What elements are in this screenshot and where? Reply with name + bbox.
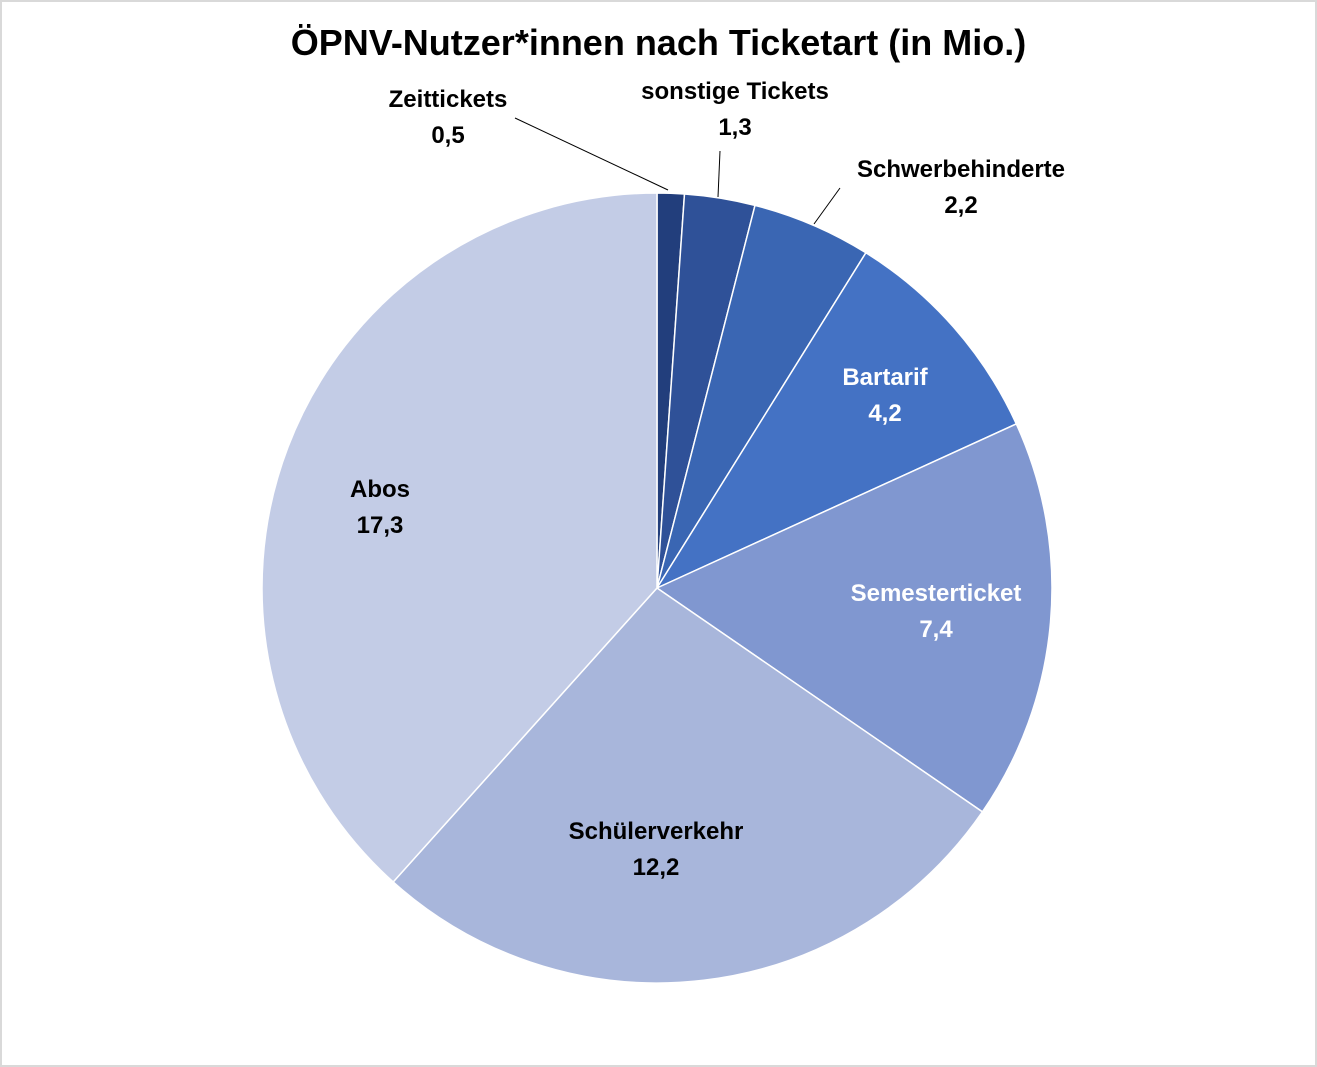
leader-line-zeittickets xyxy=(514,117,669,191)
leader-line-sonstige-tickets xyxy=(717,150,721,198)
pie-slice-bartarif xyxy=(655,251,1018,590)
pie-slice-abos xyxy=(261,192,658,884)
slice-value-sch-lerverkehr: 12,2 xyxy=(633,854,680,881)
pie-slice-semesterticket xyxy=(655,422,1053,813)
leader-line-schwerbehinderte xyxy=(813,187,841,225)
slice-value-zeittickets: 0,5 xyxy=(431,122,464,149)
slice-label-semesterticket: Semesterticket xyxy=(851,580,1022,607)
chart-title: ÖPNV-Nutzer*innen nach Ticketart (in Mio… xyxy=(290,22,1027,63)
slice-value-abos: 17,3 xyxy=(357,512,404,539)
pie-slice-sch-lerverkehr xyxy=(392,587,984,984)
slice-label-abos: Abos xyxy=(350,476,410,503)
slice-label-sonstige-tickets: sonstige Tickets xyxy=(641,78,829,105)
slice-label-zeittickets: Zeittickets xyxy=(389,86,508,113)
slice-label-sch-lerverkehr: Schülerverkehr xyxy=(569,818,744,845)
slice-label-schwerbehinderte: Schwerbehinderte xyxy=(857,156,1065,183)
slice-value-semesterticket: 7,4 xyxy=(919,616,953,643)
slice-value-bartarif: 4,2 xyxy=(868,400,901,427)
slice-label-bartarif: Bartarif xyxy=(842,364,928,391)
slice-value-sonstige-tickets: 1,3 xyxy=(718,114,751,141)
slice-value-schwerbehinderte: 2,2 xyxy=(944,192,977,219)
